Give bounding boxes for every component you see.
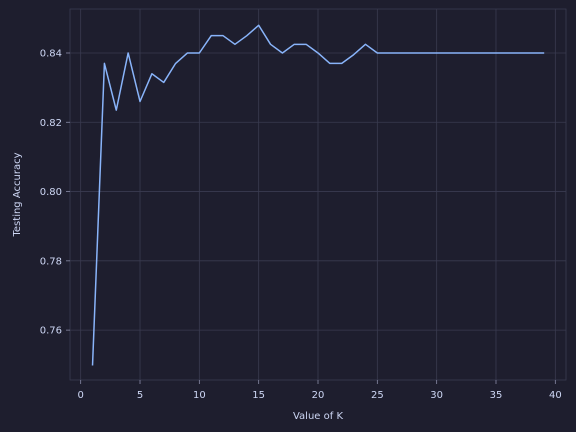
x-tick-label: 5 xyxy=(137,390,143,401)
x-tick-label: 30 xyxy=(430,390,443,401)
x-tick-label: 15 xyxy=(252,390,265,401)
axis-ticks: 0 5 10 15 20 25 30 35 40 0.76 0.78 0.80 0.82 0.84 xyxy=(40,48,562,401)
x-tick-label: 35 xyxy=(490,390,503,401)
x-tick-label: 40 xyxy=(549,390,562,401)
y-axis-label: Testing Accuracy xyxy=(12,152,23,237)
x-tick-label: 20 xyxy=(312,390,325,401)
x-axis-label: Value of K xyxy=(293,411,343,422)
accuracy-line xyxy=(91,24,545,366)
y-tick-label: 0.82 xyxy=(40,118,62,129)
y-tick-label: 0.76 xyxy=(40,326,62,337)
series xyxy=(91,24,545,366)
y-tick-label: 0.78 xyxy=(40,256,62,267)
x-tick-label: 25 xyxy=(371,390,384,401)
x-tick-label: 10 xyxy=(193,390,206,401)
y-tick-label: 0.80 xyxy=(40,187,62,198)
y-tick-label: 0.84 xyxy=(40,48,62,59)
x-tick-label: 0 xyxy=(77,390,83,401)
